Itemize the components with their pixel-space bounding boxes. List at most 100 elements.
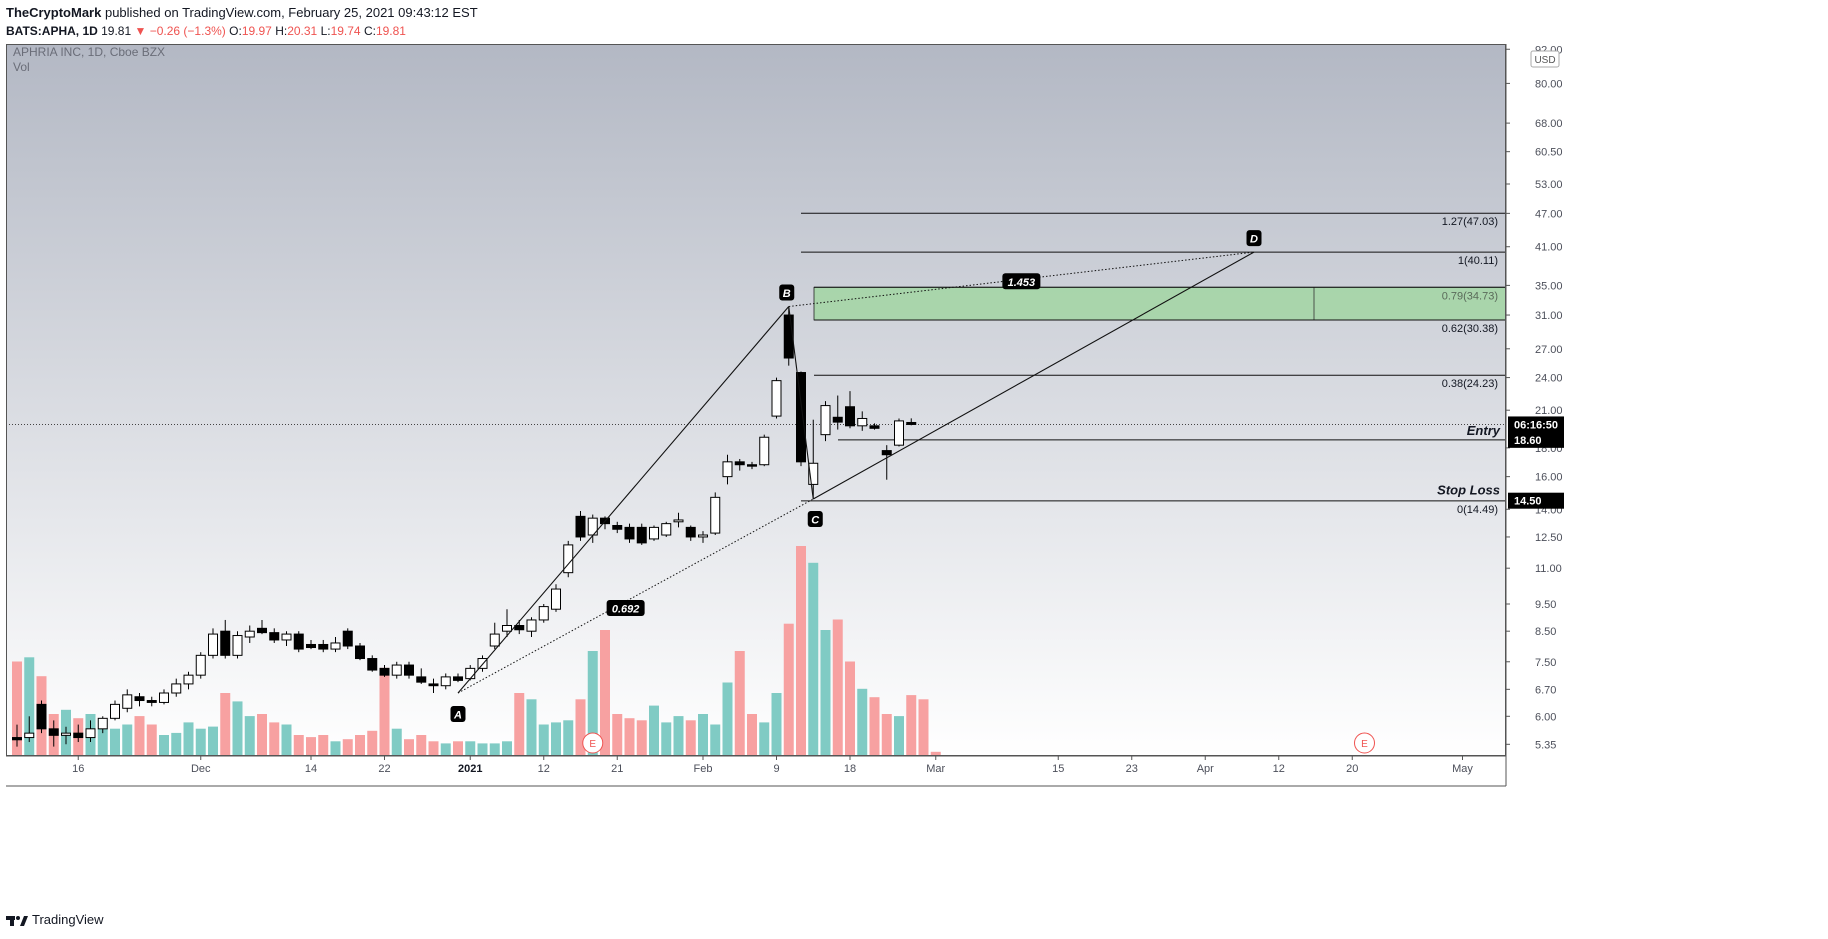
candle: [624, 523, 635, 543]
candle: [747, 461, 757, 470]
candle-body: [208, 633, 218, 656]
candle-body: [502, 625, 512, 632]
candle-body: [575, 515, 586, 538]
candle: [649, 525, 659, 541]
candle-body: [477, 658, 488, 669]
volume-bar: [820, 630, 831, 756]
fib-level-label: 0.79(34.73): [1442, 290, 1498, 302]
candle-body: [881, 450, 892, 456]
candle: [845, 391, 855, 429]
time-tick-label: 21: [611, 763, 623, 775]
price-tick-label: 80.00: [1535, 78, 1563, 90]
time-tick-label: 22: [378, 763, 390, 775]
earnings-marker-label: E: [1361, 739, 1368, 750]
candle-body: [293, 633, 304, 650]
time-tick-label: 9: [773, 763, 779, 775]
pattern-point-badge: [1246, 230, 1262, 247]
volume-bar: [134, 716, 145, 756]
plot-background: [6, 44, 1506, 756]
volume-bar: [796, 546, 806, 756]
price-tick-label: 21.00: [1535, 405, 1563, 417]
candle-body: [808, 462, 819, 485]
ratio-label: 0.692: [612, 604, 640, 616]
candle: [857, 411, 868, 431]
volume-bar: [318, 735, 329, 756]
candle-body: [661, 523, 672, 536]
candle-body: [61, 732, 71, 736]
stop-loss-price-badge: [1508, 492, 1564, 509]
open-value: 19.97: [241, 24, 272, 38]
candle: [526, 617, 537, 638]
candle: [502, 609, 512, 638]
volume-bar: [12, 661, 22, 756]
candle-body: [134, 696, 145, 702]
time-tick-label: 16: [72, 763, 84, 775]
volume-bar: [771, 693, 782, 756]
time-tick-label: 23: [1126, 763, 1138, 775]
price-tick-label: 7.50: [1535, 657, 1556, 669]
volume-bar: [808, 562, 819, 756]
candle: [404, 661, 414, 679]
candle-body: [636, 526, 647, 544]
volume-bar: [600, 630, 610, 756]
candle-body: [698, 534, 708, 538]
candle: [514, 619, 525, 635]
price-tick-label: 60.50: [1535, 147, 1563, 159]
pattern-point-badge: [450, 706, 466, 723]
candle: [783, 306, 794, 366]
volume-bar: [428, 741, 439, 756]
candle: [661, 521, 672, 537]
price-tick-label: 27.00: [1535, 344, 1563, 356]
candle-body: [612, 525, 623, 530]
candle: [306, 639, 316, 650]
candle-body: [36, 703, 47, 730]
pattern-point-label: D: [1250, 234, 1258, 246]
volume-bar: [146, 724, 157, 756]
candle: [367, 655, 378, 672]
candle: [796, 371, 806, 467]
volume-bar: [257, 714, 267, 756]
price-tick-label: 31.00: [1535, 310, 1563, 322]
open-label: O:: [229, 24, 242, 38]
candle: [440, 673, 451, 690]
price-tick-label: 41.00: [1535, 242, 1563, 254]
candle-body: [869, 425, 880, 429]
entry-price-value: 18.60: [1514, 435, 1542, 447]
candle: [122, 689, 133, 713]
volume-bar: [881, 714, 892, 756]
time-tick-label: 18: [844, 763, 856, 775]
volume-bar: [122, 724, 133, 756]
author-name[interactable]: TheCryptoMark: [6, 5, 102, 20]
candle-body: [538, 606, 549, 621]
pattern-leg-ab: [457, 306, 790, 694]
pattern-ratio-line-ac: [457, 498, 814, 694]
candle-body: [845, 406, 855, 427]
price-tick-label: 9.50: [1535, 599, 1556, 611]
volume-bar: [97, 728, 108, 756]
pattern-ratio-line-bd: [788, 251, 1255, 308]
footer-brand[interactable]: TradingView: [32, 912, 104, 927]
volume-bar: [538, 724, 549, 756]
pattern-point-badge: [807, 511, 823, 528]
candle-body: [906, 421, 917, 425]
candle-body: [440, 676, 451, 687]
candle-body: [342, 630, 353, 647]
candle-body: [85, 728, 96, 739]
pattern-point-label: A: [453, 710, 462, 722]
fib-level-label: 0.62(30.38): [1442, 323, 1498, 335]
candle-body: [281, 633, 292, 641]
close-value: 19.81: [375, 24, 406, 38]
volume-bar: [440, 743, 451, 756]
volume-bar: [367, 730, 378, 756]
volume-bar: [404, 739, 414, 756]
candle: [906, 418, 917, 426]
time-tick-label: May: [1452, 763, 1473, 775]
pattern-point-label: B: [783, 288, 791, 300]
current-price-value: 06:16:50: [1514, 419, 1558, 431]
high-label: H:: [275, 24, 288, 38]
candle: [673, 512, 684, 528]
candle: [48, 720, 59, 747]
currency-badge: [1530, 50, 1560, 68]
candle: [85, 720, 96, 743]
